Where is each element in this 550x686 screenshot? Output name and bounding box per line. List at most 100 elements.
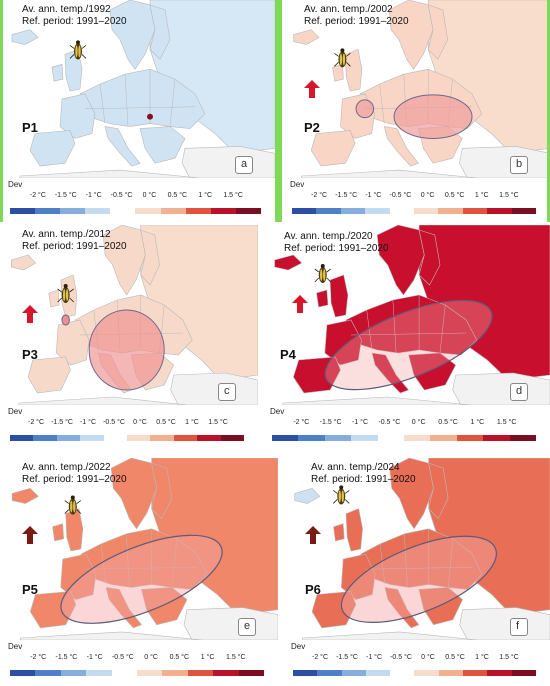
region-east	[418, 225, 550, 381]
legend-swatch	[462, 208, 488, 214]
region-iberia	[311, 591, 357, 629]
legend-tick-label: 1 °C	[470, 419, 485, 426]
region-ireland	[333, 523, 345, 542]
legend-ticks: -2 °C -1.5 °C -1 °C -0.5 °C 0 °C 0.5 °C 1 °C 1.…	[10, 654, 264, 664]
panel-id-label: P6	[305, 582, 321, 597]
subfigure-label-box: d	[510, 383, 528, 401]
subfigure-letter: d	[516, 385, 523, 397]
legend-tick-label: 1 °C	[198, 192, 213, 199]
legend-tick-label: 1 °C	[185, 419, 199, 426]
panel-id-label: P1	[22, 120, 38, 135]
panel-header: Av. ann. temp./1992 Ref. period: 1991–202…	[22, 4, 127, 28]
legend-tick-label: -1 °C	[365, 654, 383, 661]
region-finland	[418, 229, 441, 286]
region-balkans	[418, 587, 463, 626]
hotspot-dot	[147, 113, 153, 120]
region-uk	[344, 48, 363, 92]
region-iberia	[29, 591, 77, 629]
beetle-icon	[332, 485, 350, 505]
region-central-europe	[79, 68, 206, 129]
legend-tick-label: -2 °C	[30, 654, 47, 661]
legend-tick-label: -1 °C	[365, 192, 382, 199]
region-finland	[427, 4, 449, 60]
legend-colorbar	[10, 670, 265, 676]
region-iceland	[11, 487, 39, 504]
panel-header: Av. ann. temp./2002 Ref. period: 1991–202…	[304, 4, 409, 28]
legend-swatch	[340, 208, 366, 214]
panel-id-label: P2	[304, 120, 320, 135]
legend-tick-label: 0.5 °C	[167, 192, 188, 199]
legend-swatch	[56, 435, 81, 441]
region-iberia	[27, 356, 71, 394]
up-arrow-icon	[292, 295, 308, 313]
panel-id-label: P5	[22, 582, 38, 597]
subfigure-letter: b	[516, 158, 523, 170]
legend-tick-label: 0 °C	[144, 654, 158, 661]
legend-tick-label: 0 °C	[420, 192, 435, 199]
region-italy	[105, 587, 142, 629]
legend-tick-label: -2 °C	[311, 654, 329, 661]
legend-swatch	[80, 435, 104, 441]
panel-title: Av. ann. temp./2020	[284, 231, 373, 242]
legend-tick-label: -0.5 °C	[110, 192, 133, 199]
legend-dev-label: Dev	[8, 642, 23, 651]
panel-divider	[275, 0, 279, 222]
legend-swatch	[150, 435, 174, 441]
legend-swatch	[438, 208, 463, 214]
legend-dev-label: Dev	[8, 407, 23, 416]
up-arrow-icon	[304, 80, 320, 98]
beetle-icon	[64, 495, 82, 515]
legend-tick-label: 1 °C	[475, 654, 489, 661]
hotspot-ellipse	[60, 534, 223, 624]
legend-tick-label: 0.5 °C	[169, 654, 190, 661]
region-north-africa	[19, 631, 203, 640]
legend-swatch	[213, 670, 239, 676]
panel-title: Av. ann. temp./2012	[22, 229, 111, 240]
legend-swatch	[487, 670, 512, 676]
map-panel-p1: Av. ann. temp./1992 Ref. period: 1991–202…	[0, 0, 275, 222]
legend-dev-label: Dev	[270, 407, 285, 416]
panel-header: Av. ann. temp./2022 Ref. period: 1991–202…	[22, 462, 127, 486]
region-italy	[383, 126, 419, 167]
panel-title: Av. ann. temp./2022	[22, 462, 111, 473]
region-finland	[149, 4, 171, 60]
legend-swatch	[35, 208, 61, 214]
legend-tick-label: -0.5 °C	[111, 654, 134, 661]
reference-period: Ref. period: 1991–2020	[22, 474, 127, 485]
region-iberia	[29, 130, 76, 167]
region-italy	[384, 587, 420, 629]
region-ireland	[52, 523, 65, 542]
legend-swatch	[197, 435, 221, 441]
legend-swatch	[483, 435, 510, 441]
legend-ticks: -2 °C -1.5 °C -1 °C -0.5 °C 0 °C 0.5 °C 1 °C 1.…	[272, 419, 536, 429]
legend-tick-label: 0 °C	[133, 419, 147, 426]
reference-period: Ref. period: 1991–2020	[22, 16, 127, 27]
legend-swatch	[137, 670, 163, 676]
legend-swatch	[60, 208, 86, 214]
legend-tick-label: -1.5 °C	[55, 654, 78, 661]
legend-swatch	[111, 670, 138, 676]
region-north-africa	[19, 169, 201, 178]
map-panel-p5: Av. ann. temp./2022 Ref. period: 1991–202…	[0, 458, 278, 686]
region-east	[427, 0, 550, 154]
legend-colorbar	[10, 435, 245, 441]
legend-swatch	[86, 670, 112, 676]
subfigure-label-box: f	[510, 618, 528, 636]
legend-swatch	[10, 208, 36, 214]
legend-tick-label: 1.5 °C	[499, 654, 519, 661]
beetle-icon	[57, 284, 74, 303]
hotspot-ellipse	[88, 309, 165, 391]
beetle-icon	[334, 48, 351, 68]
hotspot-ellipse	[340, 535, 497, 624]
region-east	[428, 458, 550, 616]
legend-tick-label: -0.5 °C	[390, 654, 412, 661]
panel-divider	[278, 0, 282, 222]
legend-swatch	[509, 435, 537, 441]
region-anatolia	[459, 146, 550, 178]
panel-divider	[547, 0, 550, 222]
region-finland	[151, 462, 173, 520]
region-north-africa	[18, 396, 188, 405]
legend-swatch	[414, 208, 439, 214]
hotspot-ellipse	[393, 94, 473, 139]
legend-swatch	[298, 435, 325, 441]
